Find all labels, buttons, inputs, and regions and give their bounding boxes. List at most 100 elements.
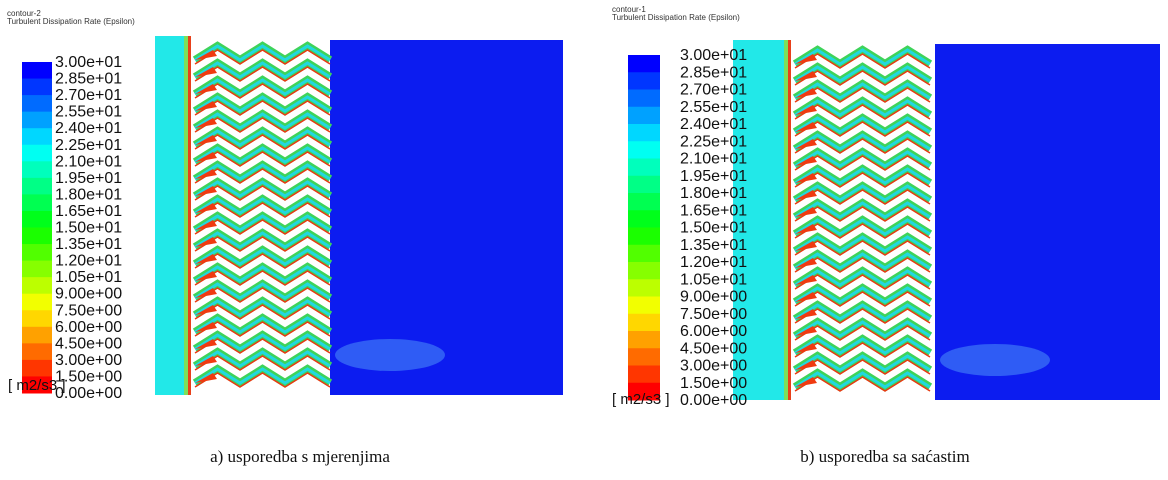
fin-edge [794,172,931,188]
fin-core [194,129,331,147]
fin-edge [194,185,331,201]
fin-edge [194,168,331,184]
colorbar-band [22,244,52,262]
fin-core [794,354,931,372]
colorbar-label: 1.95e+01 [680,168,747,185]
colorbar-label: 7.50e+00 [55,302,122,319]
colorbar-band [628,124,660,142]
fin-edge [194,66,331,82]
fin-core [794,218,931,236]
colorbar-band [628,313,660,332]
colorbar-band [628,348,660,366]
colorbar-band [628,296,660,315]
fin-core [794,303,931,321]
fin-core [794,133,931,151]
colorbar-band [628,89,660,108]
colorbar-band [628,175,660,194]
fin-tip [795,54,817,64]
fin-edge [194,83,331,99]
colorbar-band [22,293,52,311]
fin-edge [194,236,331,252]
colorbar-label: 2.10e+01 [680,151,747,168]
colorbar-label: 2.55e+01 [680,99,747,116]
colorbar-label: 1.80e+01 [55,186,122,203]
fin-core [794,320,931,338]
fin-tip [195,322,217,332]
colorbar-label: 2.70e+01 [55,87,122,104]
fin-edge [794,223,931,239]
fin-tip [195,254,217,264]
colorbar-band [628,262,660,280]
colorbar-band [628,193,660,211]
fin-tip [795,190,817,200]
fin-core [194,333,331,351]
colorbar-label: 2.40e+01 [680,116,747,133]
fin-core [194,197,331,215]
colorbar-label: 6.00e+00 [680,323,747,340]
colorbar-band [22,376,52,394]
fin-tip [795,224,817,234]
colorbar-label: 0.00e+00 [55,385,122,402]
fin-tip [795,241,817,251]
strip-edge-hot [188,36,191,395]
colorbar-label: 3.00e+00 [55,352,122,369]
colorbar-label: 3.00e+01 [680,47,747,64]
fin-edge [794,376,931,392]
colorbar-band [628,331,660,349]
fin-edge [794,104,931,120]
fin-core [794,252,931,270]
colorbar-label: 2.10e+01 [55,153,122,170]
colorbar-label: 1.50e+01 [55,220,122,237]
fin-edge [794,155,931,171]
fin-edge [194,134,331,150]
colorbar-label: 1.50e+00 [55,368,122,385]
fin-edge [794,325,931,341]
colorbar-label: 0.00e+00 [680,392,747,409]
fin-core [194,231,331,249]
fin-core [194,44,331,62]
fin-edge [194,304,331,320]
colorbar-band [22,194,52,212]
fin-edge [194,117,331,133]
colorbar-band [628,210,660,228]
colorbar-label: 1.65e+01 [55,203,122,220]
colorbar-label: 4.50e+00 [680,340,747,357]
fin-core [794,337,931,355]
wake-blob [335,339,445,371]
fin-core [194,316,331,334]
colorbar-band [628,279,660,297]
fin-core [794,99,931,117]
fin-edge [794,359,931,375]
fin-edge [794,274,931,290]
colorbar-label: 2.70e+01 [680,82,747,99]
colorbar-band [628,365,660,384]
colorbar-band [628,106,660,125]
fin-edge [194,151,331,167]
colorbar-label: 2.25e+01 [55,137,122,154]
fin-core [794,65,931,83]
fin-tip [795,139,817,149]
fin-edge [794,189,931,205]
fin-edge [794,291,931,307]
colorbar-band [22,210,52,228]
fin-core [194,248,331,266]
fin-core [194,112,331,130]
fin-edge [794,206,931,222]
colorbar-band [22,111,52,129]
fin-tip [195,356,217,366]
fin-tip [195,135,217,145]
fin-tip [795,360,817,370]
fin-core [194,146,331,164]
wake-blob [940,344,1050,376]
fin-edge [194,49,331,65]
colorbar-band [628,244,660,263]
fin-tip [195,169,217,179]
colorbar-band [22,277,52,295]
fin-core [194,282,331,300]
fin-edge [794,240,931,256]
fin-core [794,116,931,134]
caption: a) usporedba s mjerenjima [210,447,390,466]
colorbar-band [628,141,660,159]
fin-edge [794,138,931,154]
